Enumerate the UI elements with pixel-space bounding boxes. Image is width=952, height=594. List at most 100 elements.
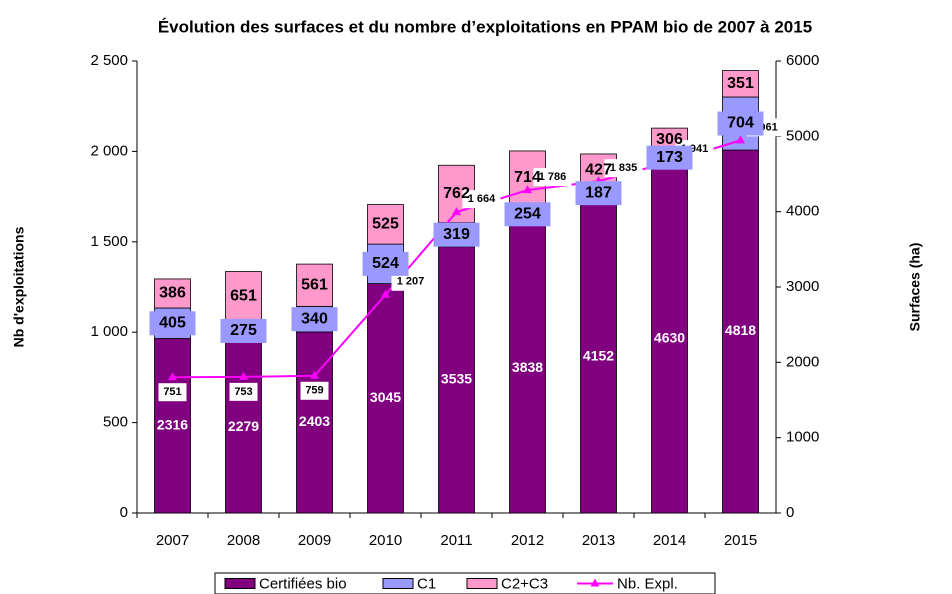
line-marker	[381, 289, 390, 298]
bar-segment	[722, 149, 759, 514]
data-label: 3838	[512, 359, 543, 375]
data-label: 1 835	[610, 162, 638, 174]
data-label-box	[717, 111, 764, 136]
legend-label: C1	[417, 575, 436, 592]
bar-segment	[225, 271, 262, 321]
bar-segment	[225, 340, 262, 514]
data-label-box	[220, 318, 267, 343]
bar-segment	[580, 199, 617, 514]
x-tick-label: 2008	[227, 532, 260, 549]
data-label-box	[158, 383, 187, 402]
y2-tick-label: 6000	[786, 52, 819, 69]
bar-segment	[367, 204, 404, 245]
x-tick-label: 2009	[298, 532, 331, 549]
y-tick-label: 2 000	[90, 142, 128, 159]
y2-axis-title: Surfaces (ha)	[907, 243, 923, 332]
data-label: 704	[727, 115, 754, 132]
data-label-box	[604, 159, 643, 178]
y-tick-label: 1 500	[90, 233, 128, 250]
bar-segment	[367, 283, 404, 514]
data-label: 2279	[228, 418, 259, 434]
data-label: 759	[305, 385, 323, 397]
data-label: 275	[230, 322, 257, 339]
y2-tick-label: 2000	[786, 353, 819, 370]
legend-label: Certifiées bio	[259, 575, 347, 592]
data-label: 4818	[725, 322, 756, 338]
data-label: 254	[514, 206, 541, 223]
x-tick-label: 2010	[369, 532, 402, 549]
data-label-box	[646, 145, 693, 170]
y-axis-title: Nb d'exploitations	[11, 226, 27, 347]
legend-swatch	[224, 578, 256, 589]
data-label: 427	[585, 161, 612, 178]
y-tick-label: 1 000	[90, 323, 128, 340]
data-label: 561	[301, 276, 328, 293]
data-label-box	[300, 381, 329, 400]
x-tick-label: 2015	[724, 532, 757, 549]
data-label: 524	[372, 255, 399, 272]
x-tick-label: 2012	[511, 532, 544, 549]
data-label: 1 664	[468, 193, 496, 205]
line-marker	[239, 371, 248, 380]
data-label: 4630	[654, 329, 685, 345]
y2-tick-label: 5000	[786, 127, 819, 144]
line-marker	[523, 185, 532, 194]
data-label: 651	[230, 287, 257, 304]
data-label: 306	[656, 131, 683, 148]
data-label-box	[462, 190, 501, 209]
data-label: 173	[656, 149, 683, 166]
line-marker	[310, 370, 319, 379]
chart-title: Évolution des surfaces et du nombre d’ex…	[158, 17, 812, 36]
data-label-box	[229, 382, 258, 401]
data-label: 405	[159, 314, 186, 331]
data-label: 340	[301, 310, 328, 327]
data-label: 351	[727, 75, 754, 92]
data-label: 3535	[441, 371, 472, 387]
data-label-box	[362, 251, 409, 276]
data-label: 1 786	[539, 171, 567, 183]
data-label: 4152	[583, 347, 614, 363]
data-label: 386	[159, 285, 186, 302]
legend-label: C2+C3	[501, 575, 548, 592]
line-marker	[736, 135, 745, 144]
x-tick-label: 2011	[440, 532, 472, 549]
bar-segment	[651, 163, 688, 514]
data-label: 319	[443, 226, 470, 243]
x-tick-label: 2007	[156, 532, 189, 549]
data-label: 753	[234, 386, 252, 398]
y-tick-label: 2 500	[90, 52, 128, 69]
data-label: 2403	[299, 413, 330, 429]
bar-segment	[438, 246, 475, 514]
line-marker	[168, 372, 177, 381]
bar-segment	[722, 70, 759, 98]
legend-marker	[590, 578, 600, 587]
legend-swatch	[382, 578, 414, 589]
data-label: 762	[443, 185, 470, 202]
data-label-box	[391, 272, 430, 291]
legend-label: Nb. Expl.	[617, 575, 678, 592]
y2-tick-label: 1000	[786, 429, 819, 446]
data-label-box	[149, 311, 196, 336]
data-label-box	[291, 307, 338, 332]
data-label: 2316	[157, 416, 188, 432]
data-label-box	[433, 222, 480, 247]
data-label: 751	[163, 386, 181, 398]
data-label: 1 207	[397, 276, 425, 288]
y2-tick-label: 0	[786, 504, 794, 521]
data-label-box	[533, 168, 572, 187]
bar-segment	[296, 263, 333, 307]
y-tick-label: 500	[103, 414, 128, 431]
y2-tick-label: 4000	[786, 203, 819, 220]
data-label: 714	[514, 169, 541, 186]
line-marker	[452, 207, 461, 216]
data-label-box	[504, 202, 551, 227]
y2-tick-label: 3000	[786, 278, 819, 295]
data-label: 3045	[370, 389, 401, 405]
data-label: 525	[372, 216, 399, 233]
data-label: 187	[585, 184, 612, 201]
x-tick-label: 2014	[653, 532, 686, 549]
x-tick-label: 2013	[582, 532, 615, 549]
legend-swatch	[466, 578, 498, 589]
y-tick-label: 0	[120, 504, 128, 521]
